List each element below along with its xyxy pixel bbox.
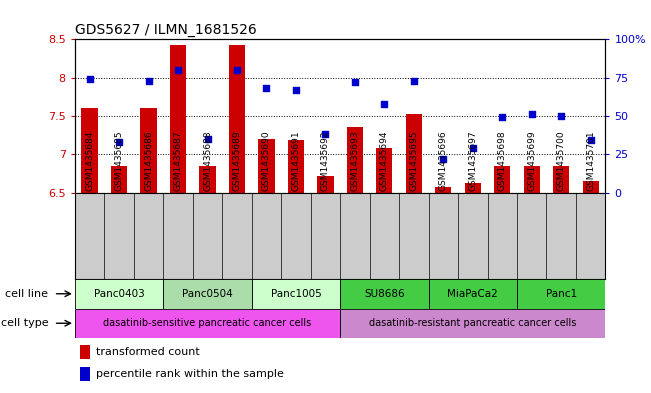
Bar	[340, 279, 428, 309]
Text: Panc1: Panc1	[546, 289, 577, 299]
Text: Panc0403: Panc0403	[94, 289, 145, 299]
Bar	[376, 148, 393, 193]
Text: cell type: cell type	[1, 318, 48, 328]
Point	[585, 137, 596, 143]
Point	[497, 114, 508, 121]
Point	[85, 76, 95, 82]
Text: cell line: cell line	[5, 289, 48, 299]
Bar	[81, 108, 98, 193]
Point	[467, 145, 478, 151]
Bar	[170, 46, 186, 193]
Point	[379, 101, 389, 107]
Bar	[288, 140, 304, 193]
Bar	[111, 166, 127, 193]
Bar	[436, 187, 451, 193]
Point	[202, 136, 213, 142]
Bar	[229, 46, 245, 193]
Bar	[583, 181, 599, 193]
Text: Panc1005: Panc1005	[271, 289, 322, 299]
Bar	[258, 139, 275, 193]
Point	[173, 67, 183, 73]
Point	[261, 85, 271, 92]
Bar	[80, 345, 90, 360]
Bar	[163, 279, 252, 309]
Point	[232, 67, 242, 73]
Bar	[340, 309, 605, 338]
Bar	[80, 367, 90, 381]
Bar	[517, 279, 605, 309]
Bar	[553, 166, 570, 193]
Bar	[428, 279, 517, 309]
Text: GDS5627 / ILMN_1681526: GDS5627 / ILMN_1681526	[75, 23, 256, 37]
Text: transformed count: transformed count	[96, 347, 200, 357]
Point	[143, 77, 154, 84]
Text: Panc0504: Panc0504	[182, 289, 233, 299]
Point	[291, 87, 301, 93]
Bar	[523, 166, 540, 193]
Text: percentile rank within the sample: percentile rank within the sample	[96, 369, 284, 379]
Bar	[347, 127, 363, 193]
Text: dasatinib-resistant pancreatic cancer cells: dasatinib-resistant pancreatic cancer ce…	[369, 318, 577, 328]
Bar	[252, 279, 340, 309]
Bar	[465, 184, 481, 193]
Point	[320, 131, 331, 138]
Point	[438, 156, 449, 162]
Bar	[141, 108, 157, 193]
Point	[556, 113, 566, 119]
Point	[409, 77, 419, 84]
Text: MiaPaCa2: MiaPaCa2	[447, 289, 498, 299]
Text: SU8686: SU8686	[364, 289, 405, 299]
Point	[527, 111, 537, 118]
Text: dasatinib-sensitive pancreatic cancer cells: dasatinib-sensitive pancreatic cancer ce…	[104, 318, 312, 328]
Bar	[199, 166, 215, 193]
Bar	[406, 114, 422, 193]
Point	[114, 139, 124, 145]
Bar	[75, 279, 163, 309]
Point	[350, 79, 360, 85]
Bar	[317, 176, 333, 193]
Bar	[494, 166, 510, 193]
Bar	[75, 309, 340, 338]
